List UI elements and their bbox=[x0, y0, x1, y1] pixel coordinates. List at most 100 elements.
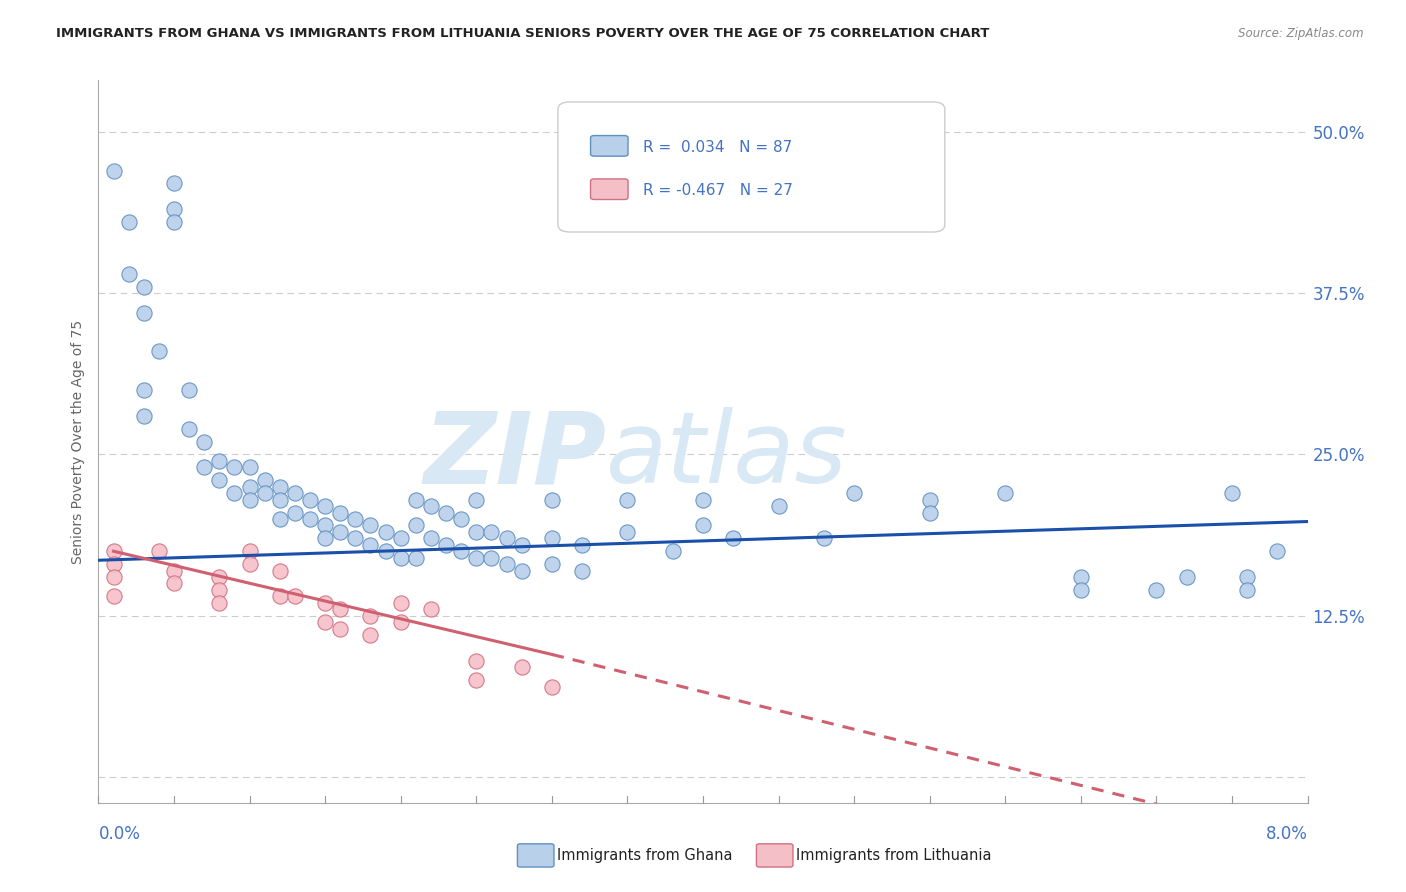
Point bbox=[768, 499, 790, 513]
Point bbox=[465, 673, 488, 688]
Point bbox=[389, 531, 412, 545]
Point bbox=[481, 550, 503, 565]
Text: Immigrants from Lithuania: Immigrants from Lithuania bbox=[796, 848, 991, 863]
Text: 8.0%: 8.0% bbox=[1265, 825, 1308, 843]
Point bbox=[193, 434, 215, 449]
Point bbox=[481, 524, 503, 539]
Point bbox=[994, 486, 1017, 500]
Point bbox=[208, 570, 231, 584]
Point bbox=[208, 473, 231, 487]
Point bbox=[284, 506, 307, 520]
Point bbox=[208, 582, 231, 597]
Point bbox=[253, 486, 276, 500]
Point bbox=[314, 615, 336, 630]
Point bbox=[239, 460, 262, 475]
Text: IMMIGRANTS FROM GHANA VS IMMIGRANTS FROM LITHUANIA SENIORS POVERTY OVER THE AGE : IMMIGRANTS FROM GHANA VS IMMIGRANTS FROM… bbox=[56, 27, 990, 40]
Point bbox=[360, 608, 382, 623]
Point bbox=[1267, 544, 1289, 558]
Point bbox=[692, 492, 714, 507]
Point bbox=[616, 492, 638, 507]
Point bbox=[329, 602, 352, 616]
Point bbox=[541, 557, 564, 571]
Point bbox=[420, 602, 443, 616]
Point bbox=[571, 538, 593, 552]
Point bbox=[405, 492, 427, 507]
Point bbox=[329, 622, 352, 636]
Point bbox=[132, 305, 155, 319]
Text: atlas: atlas bbox=[606, 408, 848, 505]
Point bbox=[723, 531, 745, 545]
Text: 0.0%: 0.0% bbox=[98, 825, 141, 843]
Point bbox=[163, 177, 186, 191]
Point bbox=[179, 383, 201, 397]
Point bbox=[163, 202, 186, 217]
Point bbox=[420, 531, 443, 545]
Point bbox=[405, 518, 427, 533]
Point bbox=[329, 506, 352, 520]
Point bbox=[360, 628, 382, 642]
Point bbox=[239, 480, 262, 494]
Point bbox=[208, 454, 231, 468]
Point bbox=[103, 590, 125, 604]
Point bbox=[1236, 582, 1258, 597]
Point bbox=[239, 544, 262, 558]
Point bbox=[360, 518, 382, 533]
Point bbox=[450, 544, 472, 558]
Point bbox=[510, 564, 533, 578]
Point bbox=[103, 570, 125, 584]
Point bbox=[103, 163, 125, 178]
Point bbox=[420, 499, 443, 513]
Point bbox=[132, 279, 155, 293]
Text: ZIP: ZIP bbox=[423, 408, 606, 505]
Point bbox=[813, 531, 835, 545]
Point bbox=[1175, 570, 1198, 584]
Point bbox=[299, 512, 322, 526]
Point bbox=[1070, 570, 1092, 584]
Point bbox=[1220, 486, 1243, 500]
Point bbox=[374, 544, 396, 558]
Point bbox=[299, 492, 322, 507]
Point bbox=[193, 460, 215, 475]
Point bbox=[103, 544, 125, 558]
Point bbox=[163, 564, 186, 578]
Point bbox=[571, 564, 593, 578]
Text: R = -0.467   N = 27: R = -0.467 N = 27 bbox=[643, 184, 793, 198]
Point bbox=[360, 538, 382, 552]
Point bbox=[541, 531, 564, 545]
Point bbox=[844, 486, 866, 500]
Point bbox=[224, 486, 246, 500]
Point bbox=[344, 531, 367, 545]
Point bbox=[179, 422, 201, 436]
Point bbox=[465, 524, 488, 539]
Point bbox=[239, 557, 262, 571]
Point bbox=[662, 544, 685, 558]
Point bbox=[1146, 582, 1168, 597]
Point bbox=[329, 524, 352, 539]
Point bbox=[269, 590, 291, 604]
Point bbox=[314, 518, 336, 533]
Point bbox=[253, 473, 276, 487]
FancyBboxPatch shape bbox=[591, 136, 628, 156]
Point bbox=[465, 492, 488, 507]
Point bbox=[148, 344, 170, 359]
Point bbox=[389, 596, 412, 610]
Point bbox=[208, 596, 231, 610]
Point bbox=[434, 538, 457, 552]
Point bbox=[692, 518, 714, 533]
Point bbox=[510, 538, 533, 552]
Point bbox=[284, 590, 307, 604]
Point bbox=[118, 267, 141, 281]
Point bbox=[344, 512, 367, 526]
Point bbox=[389, 550, 412, 565]
Point bbox=[510, 660, 533, 674]
FancyBboxPatch shape bbox=[558, 102, 945, 232]
Point bbox=[1236, 570, 1258, 584]
Point bbox=[314, 531, 336, 545]
Point bbox=[918, 506, 941, 520]
Point bbox=[132, 383, 155, 397]
Point bbox=[495, 531, 517, 545]
FancyBboxPatch shape bbox=[591, 179, 628, 200]
Point bbox=[118, 215, 141, 229]
Point bbox=[434, 506, 457, 520]
Text: Source: ZipAtlas.com: Source: ZipAtlas.com bbox=[1239, 27, 1364, 40]
